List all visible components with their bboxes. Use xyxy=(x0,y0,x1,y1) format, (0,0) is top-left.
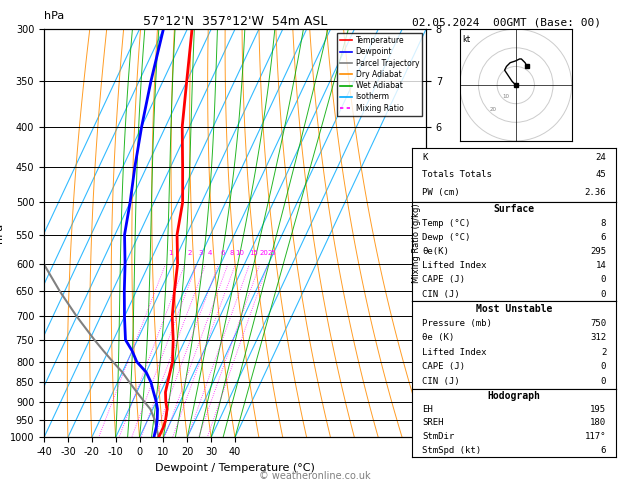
Y-axis label: hPa: hPa xyxy=(0,223,4,243)
Text: 195: 195 xyxy=(590,405,606,414)
Text: 20: 20 xyxy=(260,250,269,256)
Y-axis label: km
ASL: km ASL xyxy=(454,233,472,255)
Text: EH: EH xyxy=(422,405,433,414)
Text: θe (K): θe (K) xyxy=(422,333,455,342)
Text: Surface: Surface xyxy=(494,204,535,214)
Text: CAPE (J): CAPE (J) xyxy=(422,363,465,371)
Text: 24: 24 xyxy=(596,153,606,162)
Text: 45: 45 xyxy=(596,171,606,179)
Text: Totals Totals: Totals Totals xyxy=(422,171,492,179)
Text: 0: 0 xyxy=(601,290,606,299)
Text: 3: 3 xyxy=(199,250,203,256)
Legend: Temperature, Dewpoint, Parcel Trajectory, Dry Adiabat, Wet Adiabat, Isotherm, Mi: Temperature, Dewpoint, Parcel Trajectory… xyxy=(337,33,422,116)
Text: Pressure (mb): Pressure (mb) xyxy=(422,319,492,328)
Text: 2: 2 xyxy=(187,250,191,256)
Text: Hodograph: Hodograph xyxy=(487,391,541,400)
Text: LCL: LCL xyxy=(426,422,443,432)
Text: 14: 14 xyxy=(596,261,606,270)
Text: 02.05.2024  00GMT (Base: 00): 02.05.2024 00GMT (Base: 00) xyxy=(412,17,601,27)
Text: hPa: hPa xyxy=(44,11,64,21)
Text: 10: 10 xyxy=(503,94,509,99)
Text: CIN (J): CIN (J) xyxy=(422,290,460,299)
Text: 180: 180 xyxy=(590,418,606,427)
Text: 10: 10 xyxy=(235,250,244,256)
Text: 15: 15 xyxy=(249,250,258,256)
Text: 8: 8 xyxy=(601,219,606,227)
Text: PW (cm): PW (cm) xyxy=(422,188,460,197)
Text: θe(K): θe(K) xyxy=(422,247,449,256)
Text: 117°: 117° xyxy=(585,432,606,441)
Text: 6: 6 xyxy=(601,446,606,454)
Text: K: K xyxy=(422,153,428,162)
Text: Lifted Index: Lifted Index xyxy=(422,261,487,270)
Text: 20: 20 xyxy=(490,107,497,112)
Text: Dewp (°C): Dewp (°C) xyxy=(422,233,470,242)
Text: © weatheronline.co.uk: © weatheronline.co.uk xyxy=(259,471,370,481)
Text: 0: 0 xyxy=(601,377,606,386)
Text: Mixing Ratio (g/kg): Mixing Ratio (g/kg) xyxy=(412,203,421,283)
Text: CIN (J): CIN (J) xyxy=(422,377,460,386)
Text: CAPE (J): CAPE (J) xyxy=(422,276,465,284)
X-axis label: Dewpoint / Temperature (°C): Dewpoint / Temperature (°C) xyxy=(155,463,315,473)
Text: Lifted Index: Lifted Index xyxy=(422,348,487,357)
Text: 25: 25 xyxy=(268,250,276,256)
Text: 750: 750 xyxy=(590,319,606,328)
Text: Temp (°C): Temp (°C) xyxy=(422,219,470,227)
Text: SREH: SREH xyxy=(422,418,443,427)
Text: 2.36: 2.36 xyxy=(585,188,606,197)
Text: 4: 4 xyxy=(208,250,212,256)
Text: StmDir: StmDir xyxy=(422,432,455,441)
Text: 0: 0 xyxy=(601,276,606,284)
Text: 6: 6 xyxy=(221,250,225,256)
Text: kt: kt xyxy=(462,35,470,44)
Text: 312: 312 xyxy=(590,333,606,342)
Text: 2: 2 xyxy=(601,348,606,357)
Text: 0: 0 xyxy=(601,363,606,371)
Text: Most Unstable: Most Unstable xyxy=(476,304,552,313)
Text: 295: 295 xyxy=(590,247,606,256)
Title: 57°12'N  357°12'W  54m ASL: 57°12'N 357°12'W 54m ASL xyxy=(143,15,327,28)
Text: 8: 8 xyxy=(230,250,235,256)
Text: 1: 1 xyxy=(168,250,172,256)
Text: 6: 6 xyxy=(601,233,606,242)
Text: StmSpd (kt): StmSpd (kt) xyxy=(422,446,481,454)
